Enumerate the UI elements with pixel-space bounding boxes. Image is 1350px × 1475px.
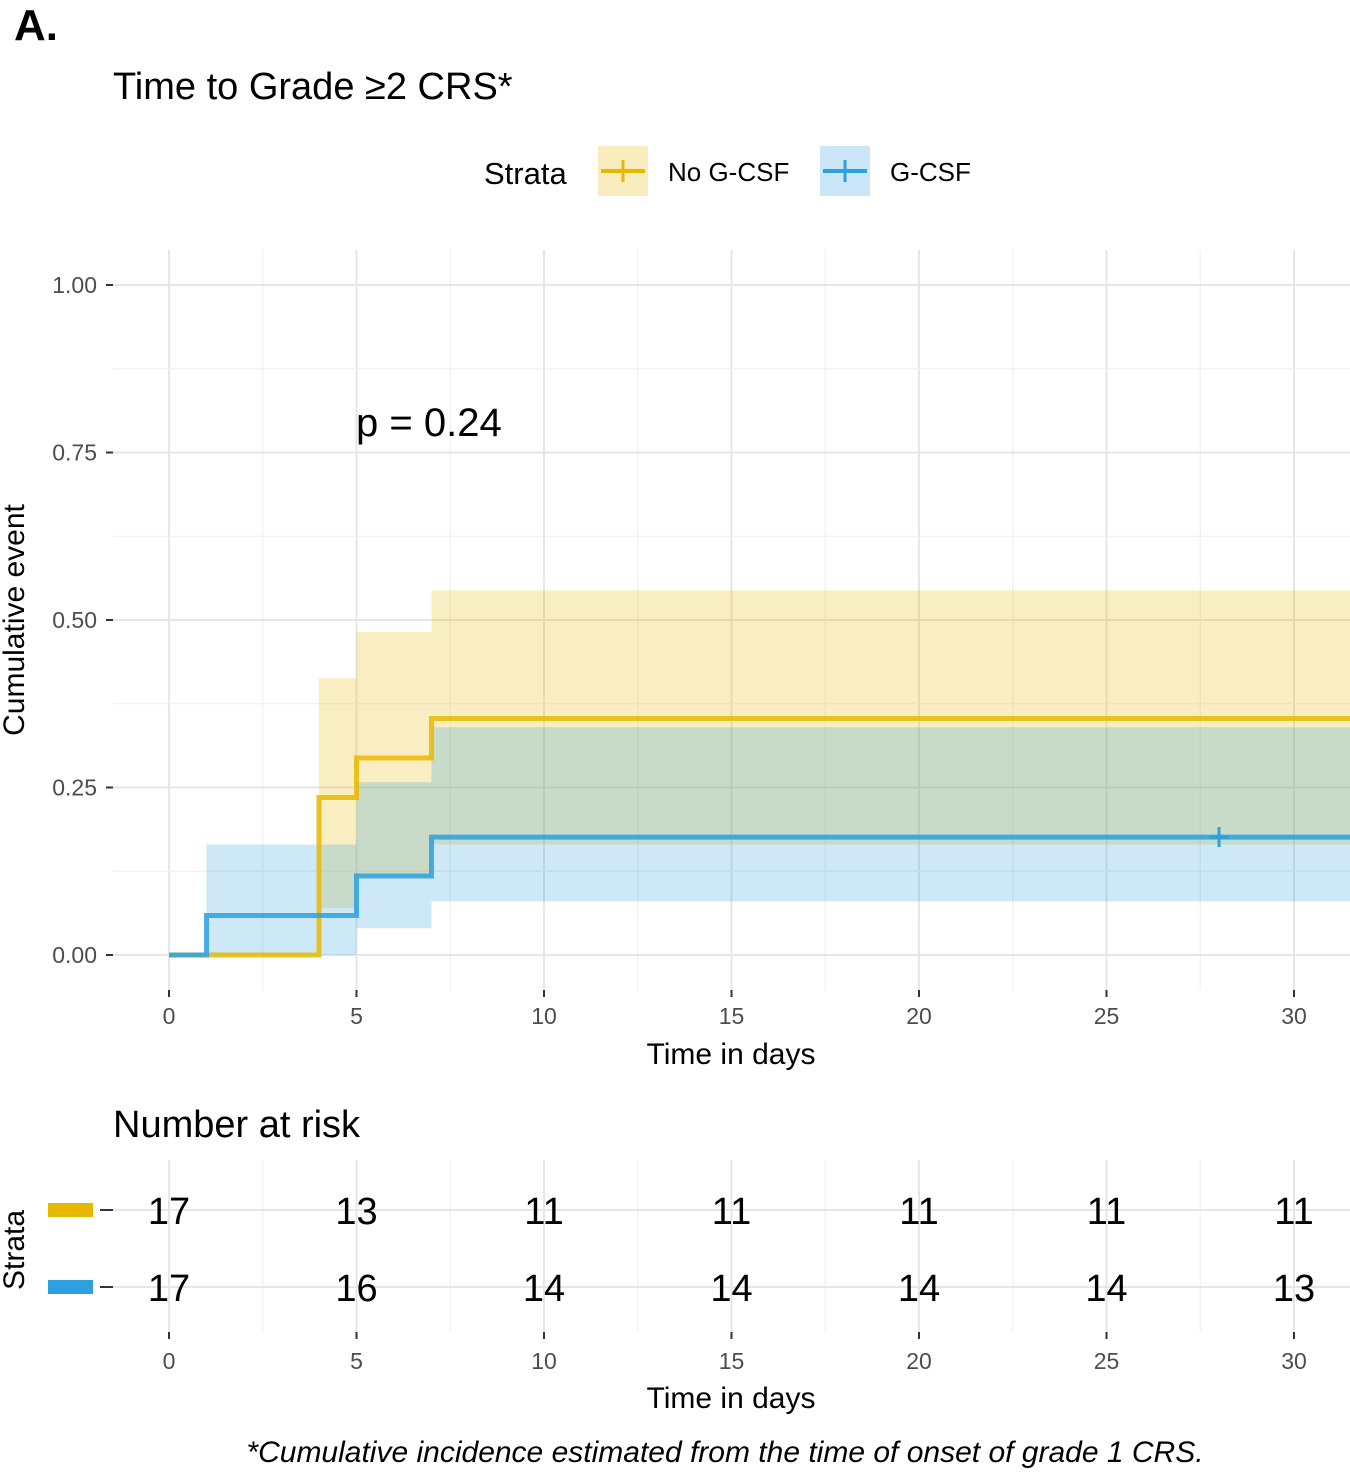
risk-count-no-g-csf: 11 — [1274, 1191, 1313, 1233]
risk-x-tick-label: 0 — [163, 1348, 176, 1374]
step-line-g-csf — [169, 834, 1350, 958]
risk-x-tick-label: 25 — [1094, 1348, 1120, 1374]
risk-table-grid — [113, 1160, 1350, 1332]
y-tick-label: 0.50 — [52, 607, 97, 633]
risk-count-g-csf: 14 — [523, 1268, 565, 1310]
risk-count-g-csf: 14 — [710, 1268, 752, 1310]
risk-count-no-g-csf: 11 — [524, 1191, 563, 1233]
confidence-bands — [169, 590, 1350, 955]
risk-x-tick-label: 15 — [719, 1348, 745, 1374]
risk-count-no-g-csf: 11 — [1087, 1191, 1126, 1233]
risk-table-title: Number at risk — [113, 1104, 361, 1146]
legend-title: Strata — [484, 156, 567, 191]
plot-grid — [113, 250, 1350, 990]
legend-label-gcsf: G-CSF — [890, 157, 971, 187]
risk-x-tick-label: 5 — [350, 1348, 363, 1374]
ci-band-no-g-csf — [169, 590, 1350, 955]
risk-x-tick-label: 30 — [1281, 1348, 1307, 1374]
x-tick-label: 25 — [1094, 1003, 1120, 1029]
x-tick-label: 30 — [1281, 1003, 1307, 1029]
risk-table-y-label: Strata — [0, 1210, 31, 1290]
risk-count-no-g-csf: 11 — [712, 1191, 751, 1233]
y-axis-label: Cumulative event — [0, 503, 31, 735]
step-line-no-g-csf — [169, 715, 1350, 958]
p-value-annotation: p = 0.24 — [356, 401, 502, 445]
x-tick-label: 15 — [719, 1003, 745, 1029]
x-axis-label: Time in days — [647, 1038, 816, 1071]
risk-count-no-g-csf: 13 — [335, 1191, 377, 1233]
x-tick-label: 0 — [163, 1003, 176, 1029]
plot-axes: 0.00 0.25 0.50 0.75 1.00 0 5 10 15 20 25 30 — [52, 272, 1307, 1029]
legend-label-no-gcsf: No G-CSF — [668, 157, 789, 187]
panel-label: A. — [14, 1, 58, 50]
x-tick-label: 10 — [531, 1003, 557, 1029]
y-tick-label: 0.75 — [52, 440, 97, 466]
caption: *Cumulative incidence estimated from the… — [246, 1436, 1203, 1469]
chart-title: Time to Grade ≥2 CRS* — [113, 66, 513, 108]
risk-row-key-no-g-csf — [48, 1203, 93, 1217]
risk-count-g-csf: 14 — [1085, 1268, 1127, 1310]
risk-count-g-csf: 16 — [335, 1268, 377, 1310]
risk-table: 17 13 11 11 11 11 11 17 16 14 14 14 14 13 0 5 10 15 20 25 30 — [48, 1191, 1315, 1374]
risk-x-tick-label: 10 — [531, 1348, 557, 1374]
ci-band-g-csf — [169, 727, 1350, 955]
y-tick-label: 1.00 — [52, 272, 97, 298]
legend: Strata No G-CSF G-CSF — [484, 146, 971, 196]
risk-count-no-g-csf: 17 — [148, 1191, 190, 1233]
y-tick-label: 0.25 — [52, 775, 97, 801]
risk-row-key-g-csf — [48, 1280, 93, 1294]
risk-count-g-csf: 14 — [898, 1268, 940, 1310]
x-tick-label: 20 — [906, 1003, 932, 1029]
risk-count-g-csf: 17 — [148, 1268, 190, 1310]
risk-table-x-label: Time in days — [647, 1382, 816, 1415]
step-curves — [169, 715, 1350, 958]
x-tick-label: 5 — [350, 1003, 363, 1029]
risk-count-g-csf: 13 — [1273, 1268, 1315, 1310]
risk-x-tick-label: 20 — [906, 1348, 932, 1374]
y-tick-label: 0.00 — [52, 942, 97, 968]
risk-count-no-g-csf: 11 — [899, 1191, 938, 1233]
